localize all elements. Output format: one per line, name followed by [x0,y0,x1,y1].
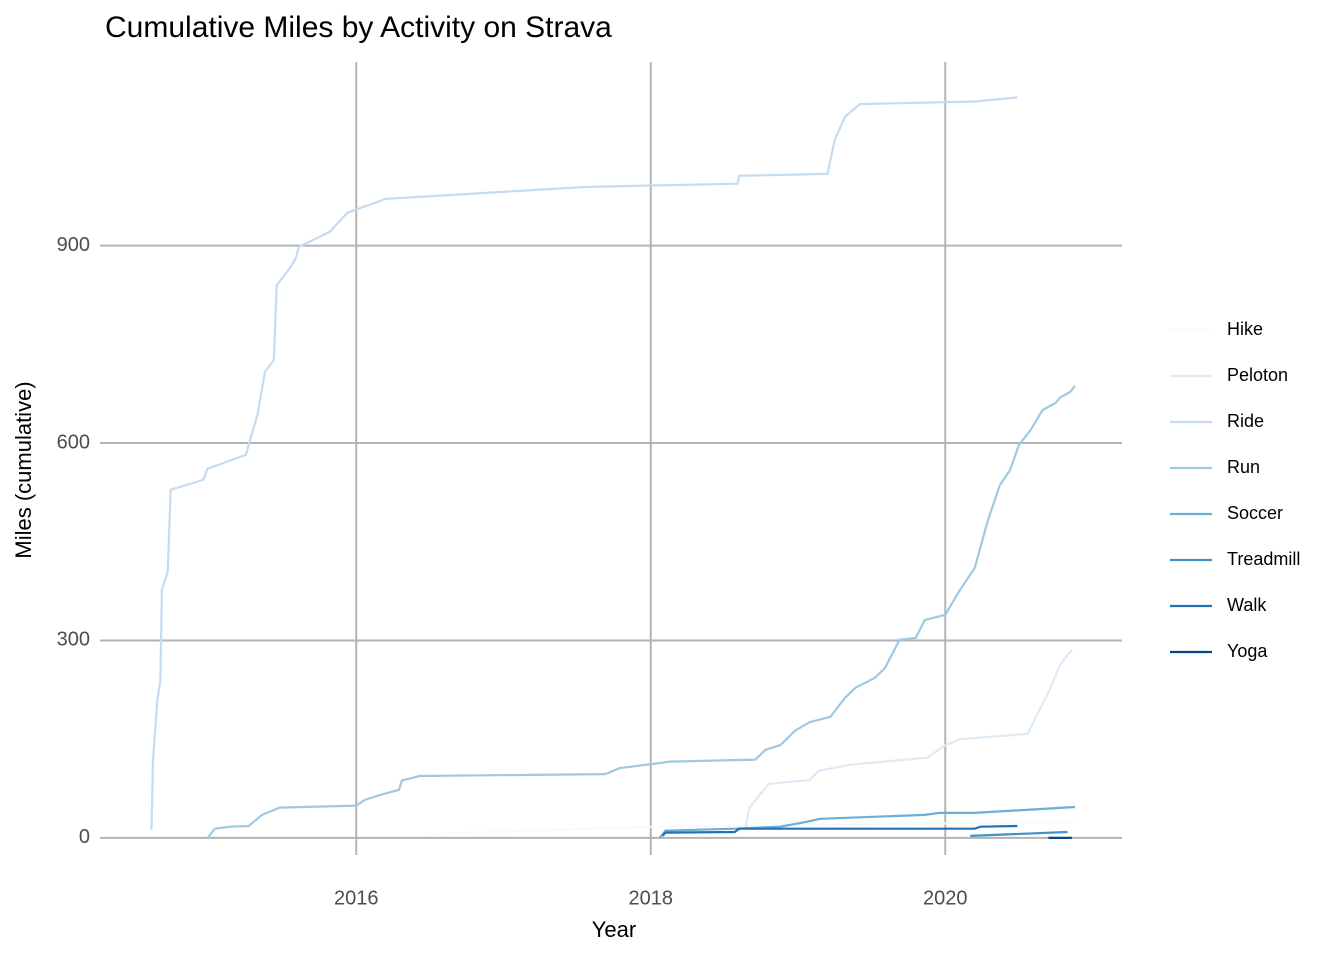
series-line [970,830,1068,837]
y-tick-label: 0 [79,826,90,848]
series-line [743,649,1073,831]
x-tick-label: 2018 [629,887,674,909]
series-line [206,385,1076,839]
series-line [661,824,1018,837]
x-tick-label: 2016 [334,887,379,909]
legend-label: Soccer [1227,503,1283,523]
y-tick-label: 600 [57,431,90,453]
y-tick-label: 300 [57,629,90,651]
legend-label: Hike [1227,319,1263,339]
legend-label: Run [1227,457,1260,477]
legend-label: Walk [1227,595,1267,615]
x-tick-label: 2020 [923,887,968,909]
y-tick-label: 900 [57,234,90,256]
series-line [150,96,1018,831]
y-axis-title: Miles (cumulative) [11,381,36,558]
series-line [429,821,1075,835]
x-axis-title: Year [592,917,636,942]
chart-title: Cumulative Miles by Activity on Strava [105,11,612,44]
legend-label: Ride [1227,411,1264,431]
legend-label: Peloton [1227,365,1288,385]
legend-label: Yoga [1227,641,1268,661]
series-line [658,805,1075,839]
legend-label: Treadmill [1227,549,1300,569]
